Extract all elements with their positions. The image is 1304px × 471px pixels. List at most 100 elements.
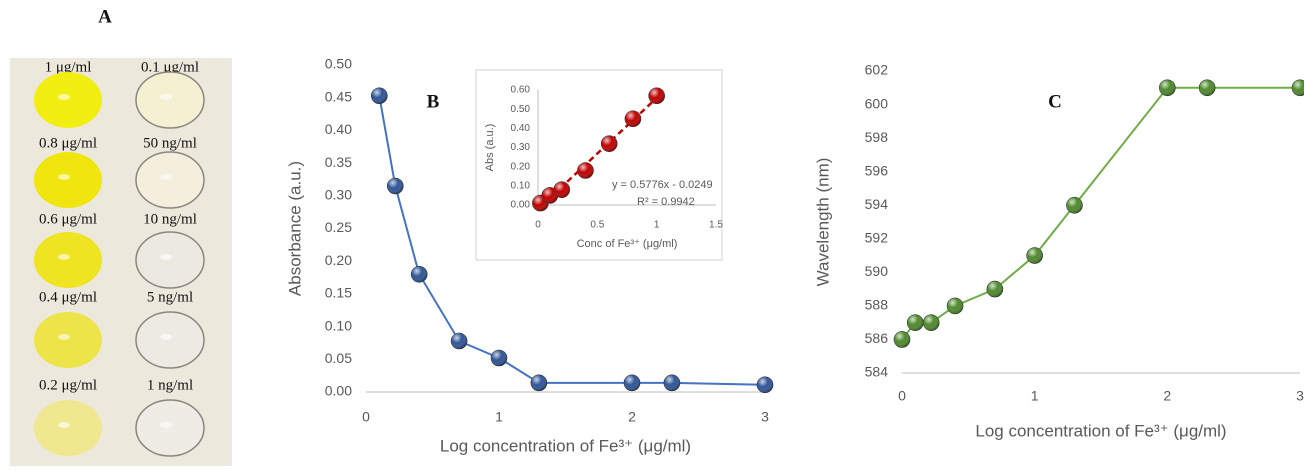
- sample-drop: [34, 232, 102, 288]
- sample-label: 0.2 μg/ml: [39, 377, 97, 393]
- sample-label: 0.6 μg/ml: [39, 211, 97, 227]
- sample-label: 1 μg/ml: [45, 59, 92, 75]
- x-axis-title: Log concentration of Fe³⁺ (μg/ml): [975, 421, 1226, 440]
- point-shine: [451, 332, 468, 349]
- sample-label: 0.4 μg/ml: [39, 289, 97, 305]
- y-tick-label: 0.05: [325, 350, 352, 366]
- y-tick-label: 588: [865, 297, 889, 313]
- sample-label: 50 ng/ml: [143, 135, 197, 151]
- point-shine: [923, 314, 940, 331]
- point-shine: [1026, 247, 1043, 264]
- y-tick-label: 0.50: [511, 104, 531, 115]
- point-shine: [624, 374, 640, 391]
- point-shine: [663, 374, 680, 391]
- y-tick-label: 0.50: [325, 56, 352, 72]
- y-tick-label: 594: [865, 196, 889, 212]
- y-tick-label: 0.45: [325, 88, 352, 104]
- panel-label: C: [1048, 91, 1062, 112]
- drop-highlight: [58, 254, 70, 260]
- point-shine: [491, 349, 507, 366]
- y-tick-label: 0.60: [511, 85, 531, 96]
- x-tick-label: 1: [1031, 388, 1039, 404]
- x-tick-label: 2: [1163, 388, 1171, 404]
- sample-drop: [135, 231, 205, 289]
- drop-highlight: [160, 94, 172, 100]
- drop-highlight: [58, 422, 70, 428]
- y-tick-label: 0.30: [325, 187, 352, 203]
- sample-label: 5 ng/ml: [147, 289, 193, 305]
- point-shine: [530, 374, 547, 391]
- y-tick-label: 0.20: [325, 252, 352, 268]
- x-tick-label: 0: [898, 388, 906, 404]
- x-tick-label: 0.5: [590, 220, 604, 231]
- sample-drop: [34, 152, 102, 208]
- drop-highlight: [58, 334, 70, 340]
- drop-highlight: [160, 254, 172, 260]
- panel-label: A: [98, 6, 112, 27]
- y-tick-label: 0.10: [511, 180, 531, 191]
- y-tick-label: 590: [865, 263, 889, 279]
- panel-label: B: [427, 91, 440, 112]
- y-tick-label: 0.40: [325, 121, 352, 137]
- y-tick-label: 0.10: [325, 317, 352, 333]
- y-tick-label: 0.20: [511, 161, 531, 172]
- x-tick-label: 1: [654, 220, 660, 231]
- inset-frame: [475, 69, 723, 261]
- point-shine: [1199, 79, 1216, 96]
- x-tick-label: 0: [362, 409, 370, 425]
- point-shine: [411, 266, 428, 283]
- x-tick-label: 3: [761, 409, 769, 425]
- y-tick-label: 0.35: [325, 154, 352, 170]
- drop-highlight: [58, 94, 70, 100]
- y-axis-title: Abs (a.u.): [484, 124, 496, 172]
- drop-highlight: [58, 174, 70, 180]
- drop-highlight: [160, 334, 172, 340]
- y-tick-label: 598: [865, 129, 889, 145]
- annotation: y = 0.5776x - 0.0249: [612, 179, 713, 191]
- y-tick-label: 584: [865, 364, 889, 380]
- x-axis-title: Conc of Fe³⁺ (μg/ml): [577, 238, 678, 250]
- sample-label: 10 ng/ml: [143, 211, 197, 227]
- point-shine: [1066, 197, 1083, 214]
- x-tick-label: 3: [1296, 388, 1304, 404]
- sample-drop: [135, 151, 205, 209]
- sample-drop: [34, 400, 102, 456]
- sample-drop: [135, 399, 205, 457]
- point-shine: [553, 181, 570, 198]
- x-tick-label: 1: [495, 409, 503, 425]
- y-tick-label: 0.30: [511, 142, 531, 153]
- x-tick-label: 2: [628, 409, 636, 425]
- y-tick-label: 0.40: [511, 123, 531, 134]
- drop-highlight: [160, 174, 172, 180]
- point-shine: [1159, 79, 1176, 96]
- point-shine: [624, 110, 641, 127]
- x-axis-title: Log concentration of Fe³⁺ (μg/ml): [440, 436, 691, 455]
- sample-drop: [34, 72, 102, 128]
- y-tick-label: 0.25: [325, 219, 352, 235]
- point-shine: [371, 87, 388, 104]
- x-tick-label: 0: [535, 220, 541, 231]
- y-axis-title: Absorbance (a.u.): [285, 161, 304, 296]
- y-axis-title: Wavelength (nm): [813, 158, 832, 287]
- sample-label: 0.1 μg/ml: [141, 59, 199, 75]
- point-shine: [894, 331, 910, 348]
- point-shine: [986, 281, 1003, 298]
- y-tick-label: 0.00: [325, 383, 352, 399]
- point-shine: [947, 297, 964, 314]
- drop-highlight: [160, 422, 172, 428]
- point-shine: [577, 162, 594, 179]
- y-tick-label: 596: [865, 162, 889, 178]
- point-shine: [757, 376, 773, 393]
- point-shine: [1292, 79, 1304, 96]
- y-tick-label: 602: [865, 62, 889, 78]
- point-shine: [387, 177, 404, 194]
- x-tick-label: 1.5: [709, 220, 723, 231]
- annotation: R² = 0.9942: [637, 196, 695, 208]
- point-shine: [648, 87, 665, 104]
- y-tick-label: 0.15: [325, 285, 352, 301]
- y-tick-label: 592: [865, 229, 889, 245]
- sample-label: 1 ng/ml: [147, 377, 193, 393]
- y-tick-label: 0.00: [511, 200, 531, 211]
